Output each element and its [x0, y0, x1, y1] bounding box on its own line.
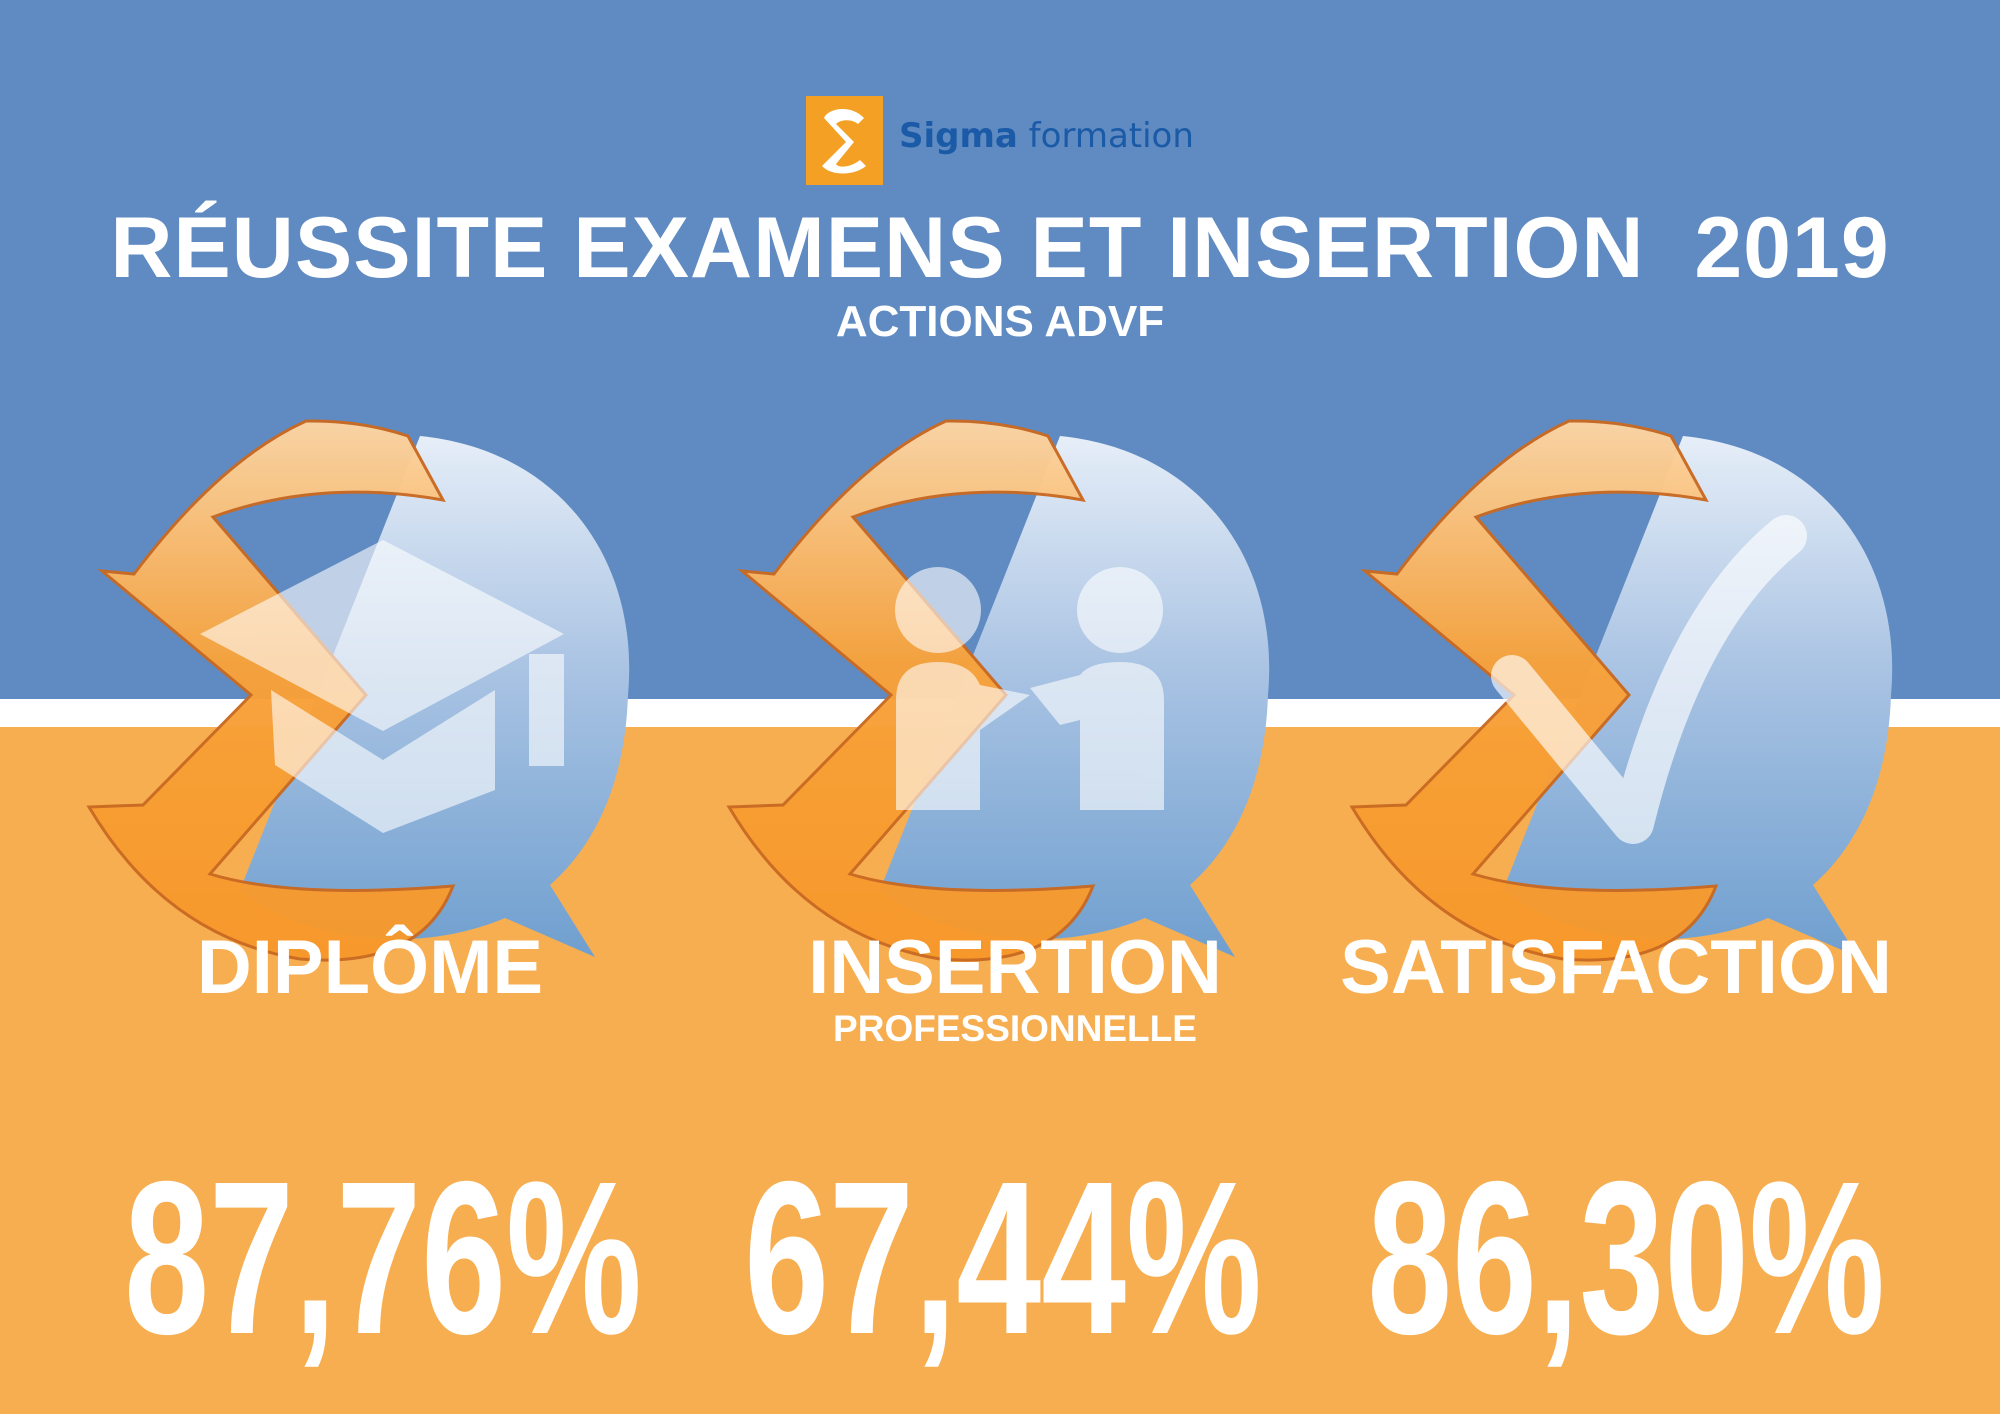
brand-name: Sigma formation: [899, 116, 1194, 157]
stat-sublabel-insertion: PROFESSIONNELLE: [833, 1008, 1197, 1049]
page-title: RÉUSSITE EXAMENS ET INSERTION 2019: [110, 200, 1890, 296]
graduation-cap-icon: [200, 540, 564, 833]
checkmark-icon: [1491, 515, 1807, 844]
sigma-logo-icon: [806, 96, 883, 185]
stat-label-diploma: DIPLÔME: [196, 925, 544, 1010]
stat-icon-satisfaction: [1350, 419, 1894, 962]
stat-value-insertion: 67,44%: [744, 1137, 1262, 1380]
stat-label-satisfaction: SATISFACTION: [1340, 925, 1892, 1010]
stat-icon-insertion: [727, 419, 1271, 962]
stat-value-diploma: 87,76%: [124, 1137, 642, 1380]
stat-value-satisfaction: 86,30%: [1367, 1137, 1885, 1380]
brand-bold: Sigma: [899, 116, 1018, 156]
stat-label-insertion: INSERTION: [808, 925, 1222, 1010]
brand-rest: formation: [1028, 116, 1194, 156]
page-subtitle: ACTIONS ADVF: [835, 297, 1165, 346]
stat-icon-diploma: [87, 419, 631, 962]
handshake-icon: [895, 567, 1164, 810]
